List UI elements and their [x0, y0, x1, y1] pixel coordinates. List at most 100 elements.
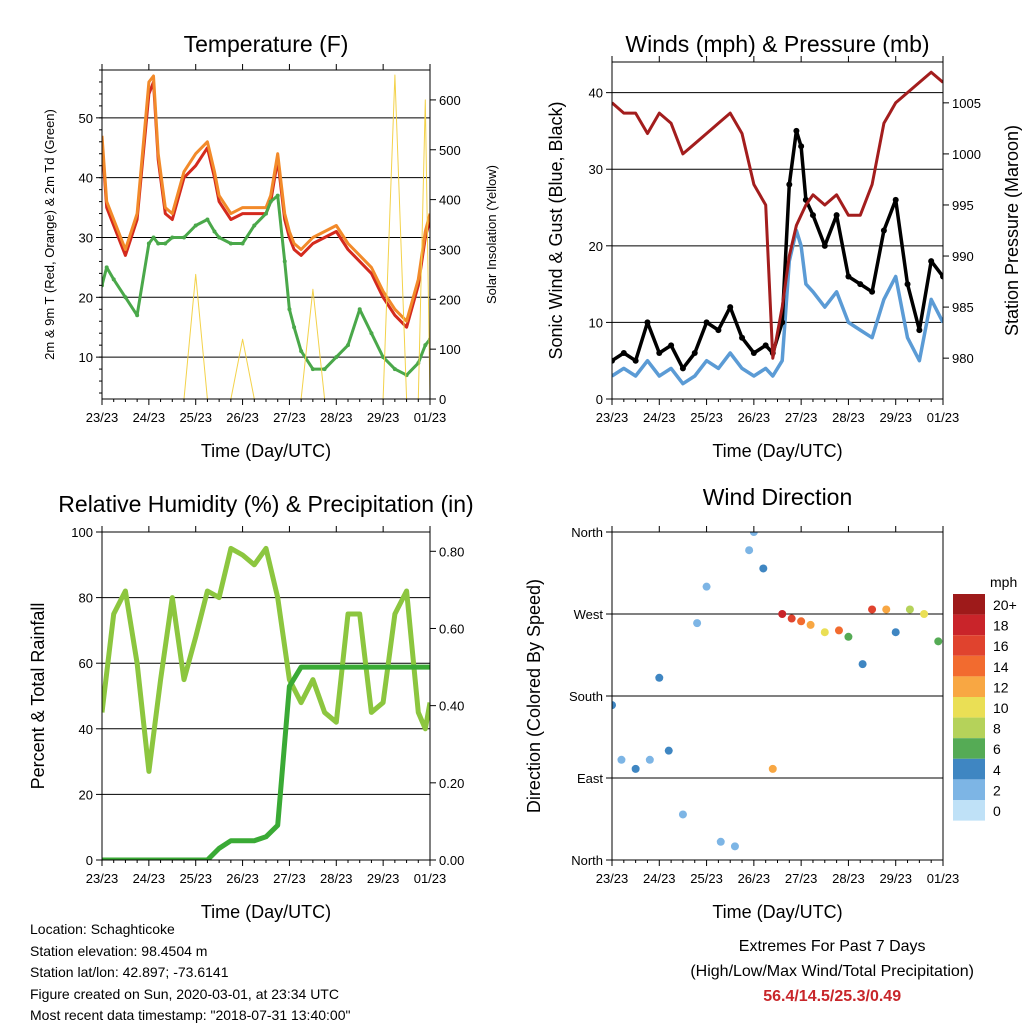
colorbar-swatch	[953, 635, 985, 656]
x-tick-label: 01/23	[414, 410, 447, 425]
series-line-2	[612, 129, 943, 371]
plot-frame	[101, 531, 431, 861]
y-axis-label: Direction (Colored By Speed)	[524, 579, 544, 813]
dewpoint-point	[252, 223, 257, 228]
x-tick-label: 23/23	[86, 410, 119, 425]
y-right-tick-label: 500	[439, 143, 461, 158]
gust-point	[703, 319, 710, 326]
data-timestamp: Most recent data timestamp: "2018-07-31 …	[30, 1007, 351, 1023]
gust-point	[679, 365, 686, 372]
y-right-tick-label: 600	[439, 93, 461, 108]
x-tick-label: 01/23	[927, 871, 960, 886]
y-right-tick-label: 200	[439, 292, 461, 307]
x-axis-label: Time (Day/UTC)	[201, 441, 331, 461]
dewpoint-point	[423, 343, 428, 348]
colorbar-label: 12	[993, 679, 1009, 695]
colorbar-label: 0	[993, 803, 1001, 819]
chart-panel-2: Winds (mph) & Pressure (mb) 0 10 20 30 40 980 9…	[546, 31, 1022, 461]
x-tick-label: 24/23	[643, 410, 676, 425]
extremes-box: Extremes For Past 7 Days (High/Low/Max W…	[690, 934, 974, 1009]
y-tick-label: West	[574, 607, 604, 622]
dewpoint-point	[111, 277, 116, 282]
y-right-tick-label: 995	[952, 198, 974, 213]
y-tick-label: 40	[79, 722, 93, 737]
dewpoint-point	[275, 193, 280, 198]
colorbar-swatch	[953, 717, 985, 739]
direction-point	[759, 564, 768, 573]
colorbar-label: 8	[993, 721, 1001, 737]
x-tick-label: 29/23	[879, 871, 912, 886]
figure-created: Figure created on Sun, 2020-03-01, at 23…	[30, 985, 339, 1002]
dewpoint-point	[292, 325, 297, 330]
plot-area	[102, 74, 430, 399]
gust-point	[691, 350, 698, 357]
colorbar-swatch	[953, 758, 985, 780]
series-line-2	[102, 664, 430, 860]
dewpoint-point	[268, 199, 273, 204]
dewpoint-point	[357, 307, 362, 312]
x-tick-label: 01/23	[414, 871, 447, 886]
colorbar-label: 14	[993, 659, 1009, 675]
dewpoint-point	[146, 241, 151, 246]
direction-point	[920, 610, 929, 618]
gust-point	[786, 181, 793, 188]
x-tick-label: 26/23	[738, 410, 771, 425]
y-tick-label: 60	[79, 656, 93, 671]
colorbar-label: 16	[993, 638, 1009, 654]
y-right-tick-label: 985	[952, 300, 974, 315]
extremes-title: Extremes For Past 7 Days	[738, 938, 926, 955]
x-tick-label: 28/23	[320, 410, 353, 425]
gust-point	[656, 350, 663, 357]
colorbar-label: 2	[993, 782, 1001, 798]
x-axis-label: Time (Day/UTC)	[712, 441, 842, 461]
x-axis-label: Time (Day/UTC)	[712, 902, 842, 922]
dewpoint-point	[369, 331, 374, 336]
y-tick-label: 40	[589, 86, 603, 101]
y-tick-label: 30	[79, 230, 93, 245]
colorbar-swatch	[953, 676, 985, 697]
direction-point	[891, 628, 900, 637]
direction-point	[655, 673, 664, 682]
y-right-tick-label: 400	[439, 193, 461, 208]
dewpoint-point	[240, 241, 245, 246]
x-tick-label: 28/23	[320, 871, 353, 886]
direction-point	[716, 837, 725, 846]
y-axis-label: Percent & Total Rainfall	[28, 603, 48, 790]
dewpoint-point	[228, 241, 233, 246]
dewpoint-point	[135, 313, 140, 318]
dewpoint-point	[104, 265, 109, 270]
colorbar-swatch	[953, 800, 985, 821]
direction-point	[768, 764, 777, 773]
direction-point	[858, 660, 867, 669]
chart-title: Wind Direction	[703, 484, 853, 510]
dewpoint-point	[322, 367, 327, 372]
colorbar-swatch	[953, 697, 985, 718]
x-tick-label: 26/23	[738, 871, 771, 886]
direction-point	[678, 810, 687, 819]
gust-point	[750, 350, 757, 357]
extremes-values: 56.4/14.5/25.3/0.49	[763, 988, 902, 1005]
direction-point	[631, 764, 640, 773]
gust-point	[798, 143, 805, 150]
x-tick-label: 29/23	[367, 410, 400, 425]
dewpoint-point	[392, 367, 397, 372]
direction-point	[693, 619, 702, 628]
direction-point	[645, 755, 654, 764]
direction-point	[905, 605, 914, 614]
series-line-3	[612, 70, 943, 360]
y-tick-label: 40	[79, 171, 93, 186]
x-tick-label: 27/23	[273, 410, 306, 425]
direction-point	[882, 605, 891, 614]
dewpoint-point	[334, 355, 339, 360]
station-info: Location: Schaghticoke Station elevation…	[30, 919, 350, 1027]
gust-point	[916, 327, 923, 334]
gust-point	[940, 273, 943, 280]
x-tick-label: 25/23	[179, 871, 212, 886]
x-tick-label: 25/23	[690, 410, 723, 425]
y-axis-label-right: Station Pressure (Maroon)	[1002, 125, 1022, 336]
y-right-tick-label: 0.20	[439, 776, 464, 791]
colorbar-swatch	[953, 738, 985, 759]
x-tick-label: 24/23	[133, 871, 166, 886]
gust-point	[845, 273, 852, 280]
